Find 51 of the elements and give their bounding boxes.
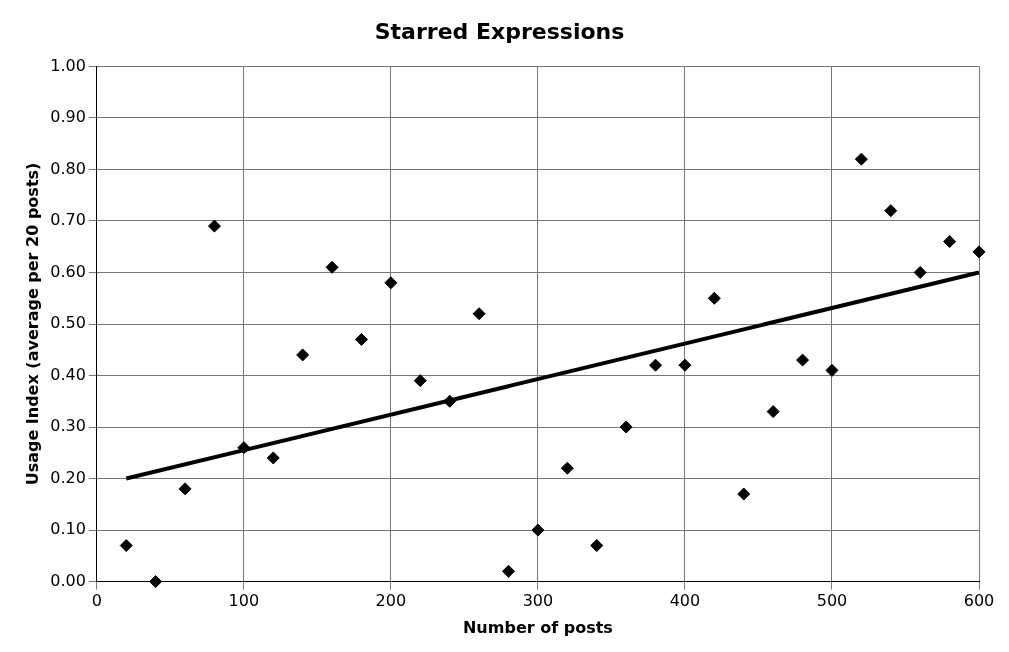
point [237, 441, 251, 455]
y-tick-label: 0.10 [50, 519, 86, 539]
y-tick-label: 0.00 [50, 570, 86, 590]
point [678, 358, 692, 372]
point [972, 245, 986, 259]
y-tick-label: 0.30 [50, 416, 86, 436]
x-tick-label: 600 [963, 591, 995, 611]
y-tick-label: 0.80 [50, 158, 86, 178]
chart-title: Starred Expressions [374, 18, 625, 44]
point [707, 291, 721, 305]
y-axis-title: Usage Index (average per 20 posts) [22, 162, 42, 486]
point [796, 353, 810, 367]
point [413, 374, 427, 388]
point [354, 332, 368, 346]
point [443, 394, 457, 408]
point [531, 523, 545, 537]
point [178, 482, 192, 496]
x-tick-label: 400 [669, 591, 701, 611]
point [766, 405, 780, 419]
x-tick-label: 300 [522, 591, 554, 611]
point [119, 539, 133, 553]
y-tick-label: 0.20 [50, 467, 86, 487]
y-tick-label: 0.60 [50, 261, 86, 281]
point [149, 575, 163, 589]
point [737, 487, 751, 501]
point [825, 363, 839, 377]
point [943, 235, 957, 249]
point [266, 451, 280, 465]
y-tick-label: 0.50 [50, 313, 86, 333]
point [502, 564, 516, 578]
point [325, 260, 339, 274]
point [590, 539, 604, 553]
point [296, 348, 310, 362]
x-tick-label: 500 [816, 591, 848, 611]
y-tick-label: 1.00 [50, 55, 86, 75]
y-tick-label: 0.90 [50, 107, 86, 127]
y-tick-label: 0.40 [50, 364, 86, 384]
point [560, 461, 574, 475]
x-tick-label: 200 [375, 591, 407, 611]
point [207, 219, 221, 233]
point [649, 358, 663, 372]
point [384, 276, 398, 290]
point [619, 420, 633, 434]
point [884, 204, 898, 218]
point [854, 152, 868, 166]
x-axis-title: Number of posts [462, 617, 613, 637]
point [913, 265, 927, 279]
x-tick-label: 0 [91, 591, 102, 611]
point [472, 307, 486, 321]
y-tick-label: 0.70 [50, 210, 86, 230]
x-tick-label: 100 [228, 591, 260, 611]
